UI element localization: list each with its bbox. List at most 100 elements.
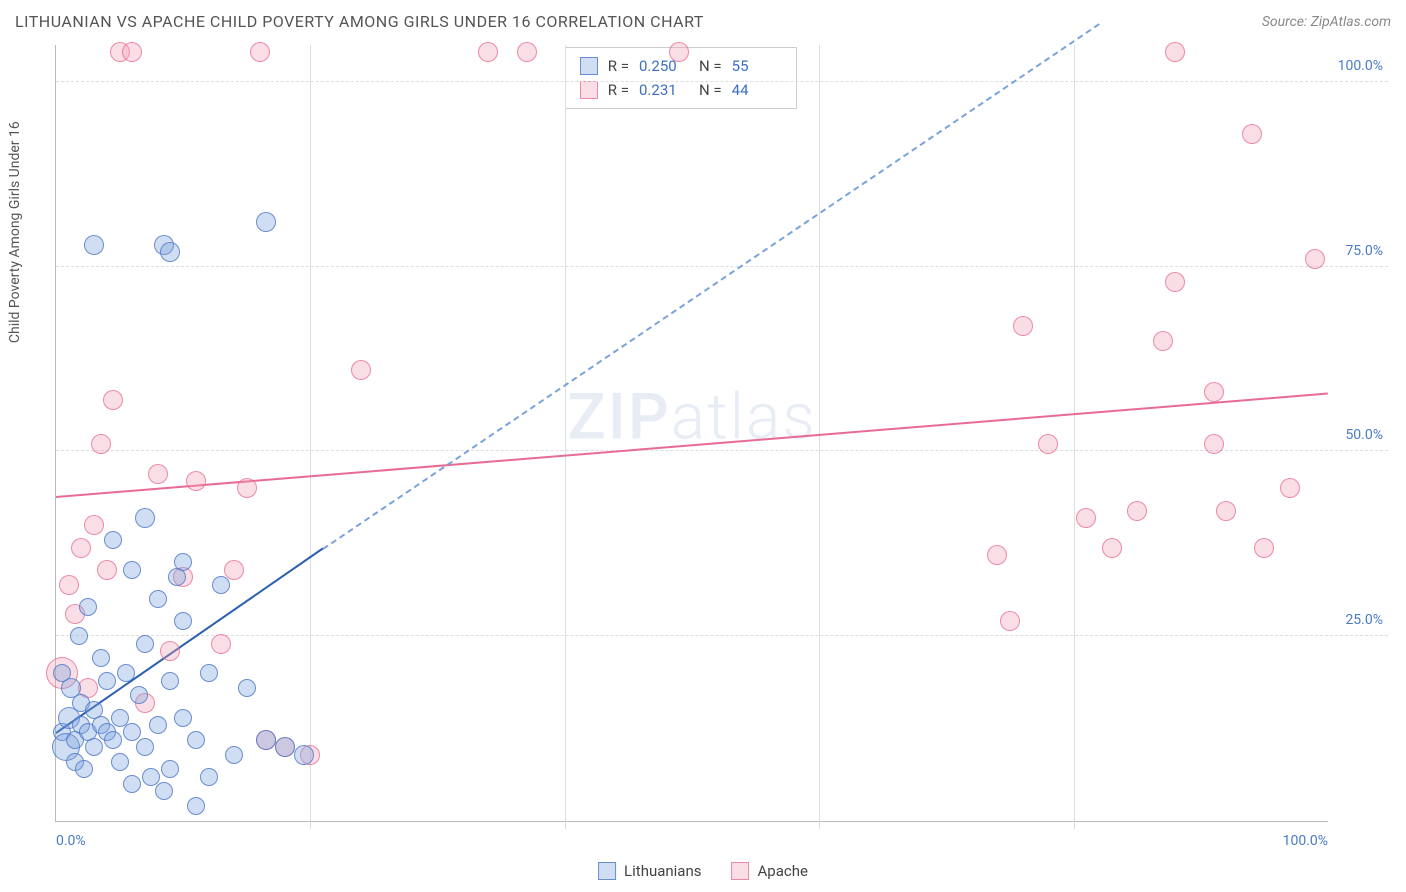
data-point-apache xyxy=(186,471,206,491)
plot-area: ZIPatlas R =0.250N =55R =0.231N =44 25.0… xyxy=(55,45,1328,822)
data-point-lithuanians xyxy=(174,612,192,630)
data-point-lithuanians xyxy=(136,738,154,756)
data-point-lithuanians xyxy=(135,508,155,528)
x-tick-label: 0.0% xyxy=(56,833,86,849)
data-point-lithuanians xyxy=(161,760,179,778)
data-point-lithuanians xyxy=(136,635,154,653)
data-point-lithuanians xyxy=(70,627,88,645)
data-point-lithuanians xyxy=(111,753,129,771)
y-axis-title: Child Poverty Among Girls Under 16 xyxy=(7,121,23,343)
data-point-lithuanians xyxy=(174,709,192,727)
data-point-apache xyxy=(1305,249,1325,269)
legend-swatch xyxy=(580,81,598,99)
data-point-lithuanians xyxy=(104,531,122,549)
data-point-apache xyxy=(103,390,123,410)
data-point-apache xyxy=(1204,382,1224,402)
data-point-apache xyxy=(1165,42,1185,62)
bottom-legend-item: Lithuanians xyxy=(598,862,701,880)
data-point-apache xyxy=(160,641,180,661)
data-point-apache xyxy=(250,42,270,62)
chart-source: Source: ZipAtlas.com xyxy=(1262,14,1391,30)
data-point-lithuanians xyxy=(187,797,205,815)
data-point-apache xyxy=(1165,272,1185,292)
data-point-apache xyxy=(1038,434,1058,454)
data-point-apache xyxy=(84,515,104,535)
chart-title: LITHUANIAN VS APACHE CHILD POVERTY AMONG… xyxy=(15,12,704,31)
data-point-lithuanians xyxy=(111,709,129,727)
data-point-apache xyxy=(59,575,79,595)
data-point-lithuanians xyxy=(149,716,167,734)
data-point-apache xyxy=(91,434,111,454)
data-point-lithuanians xyxy=(85,738,103,756)
data-point-lithuanians xyxy=(98,672,116,690)
gridline-v xyxy=(819,45,820,829)
data-point-apache xyxy=(1216,501,1236,521)
data-point-apache xyxy=(122,42,142,62)
data-point-lithuanians xyxy=(123,561,141,579)
data-point-lithuanians xyxy=(225,746,243,764)
data-point-lithuanians xyxy=(104,731,122,749)
data-point-lithuanians xyxy=(294,745,314,765)
stat-r-label: R = xyxy=(608,54,629,78)
data-point-apache xyxy=(1076,508,1096,528)
data-point-lithuanians xyxy=(117,664,135,682)
data-point-lithuanians xyxy=(238,679,256,697)
data-point-apache xyxy=(517,42,537,62)
data-point-lithuanians xyxy=(155,782,173,800)
gridline-h xyxy=(56,81,1388,82)
chart-container: Child Poverty Among Girls Under 16 ZIPat… xyxy=(55,45,1388,847)
legend-label: Lithuanians xyxy=(624,862,701,880)
data-point-apache xyxy=(351,360,371,380)
data-point-lithuanians xyxy=(174,553,192,571)
data-point-apache xyxy=(1013,316,1033,336)
data-point-lithuanians xyxy=(256,212,276,232)
stat-n-label: N = xyxy=(699,54,722,78)
data-point-apache xyxy=(669,42,689,62)
y-tick-label: 100.0% xyxy=(1338,58,1383,74)
legend-swatch xyxy=(598,862,616,880)
y-tick-label: 25.0% xyxy=(1345,612,1383,628)
y-tick-label: 50.0% xyxy=(1345,427,1383,443)
gridline-v xyxy=(310,45,311,829)
data-point-lithuanians xyxy=(130,686,148,704)
data-point-apache xyxy=(1102,538,1122,558)
bottom-legend-item: Apache xyxy=(732,862,808,880)
data-point-lithuanians xyxy=(75,760,93,778)
data-point-lithuanians xyxy=(200,768,218,786)
data-point-lithuanians xyxy=(92,649,110,667)
data-point-lithuanians xyxy=(53,664,71,682)
data-point-apache xyxy=(1153,331,1173,351)
data-point-apache xyxy=(1127,501,1147,521)
data-point-lithuanians xyxy=(256,730,276,750)
gridline-h xyxy=(56,266,1388,267)
data-point-apache xyxy=(97,560,117,580)
data-point-lithuanians xyxy=(160,242,180,262)
data-point-lithuanians xyxy=(161,672,179,690)
gridline-h xyxy=(56,450,1388,451)
stat-n-value: 55 xyxy=(732,54,782,78)
gridline-h xyxy=(56,635,1388,636)
bottom-legend: Lithuanians Apache xyxy=(598,862,808,880)
data-point-apache xyxy=(1280,478,1300,498)
data-point-lithuanians xyxy=(212,576,230,594)
data-point-lithuanians xyxy=(275,737,295,757)
data-point-lithuanians xyxy=(79,598,97,616)
gridline-v xyxy=(565,45,566,829)
data-point-lithuanians xyxy=(200,664,218,682)
data-point-apache xyxy=(987,545,1007,565)
data-point-apache xyxy=(1000,611,1020,631)
data-point-apache xyxy=(71,538,91,558)
legend-label: Apache xyxy=(758,862,808,880)
data-point-apache xyxy=(237,478,257,498)
data-point-apache xyxy=(1204,434,1224,454)
x-tick-label: 100.0% xyxy=(1283,833,1328,849)
data-point-lithuanians xyxy=(187,731,205,749)
data-point-lithuanians xyxy=(123,723,141,741)
data-point-apache xyxy=(478,42,498,62)
gridline-v xyxy=(1074,45,1075,829)
data-point-apache xyxy=(1242,124,1262,144)
chart-header: LITHUANIAN VS APACHE CHILD POVERTY AMONG… xyxy=(15,12,1391,31)
legend-swatch xyxy=(580,57,598,75)
data-point-apache xyxy=(148,464,168,484)
y-tick-label: 75.0% xyxy=(1345,243,1383,259)
